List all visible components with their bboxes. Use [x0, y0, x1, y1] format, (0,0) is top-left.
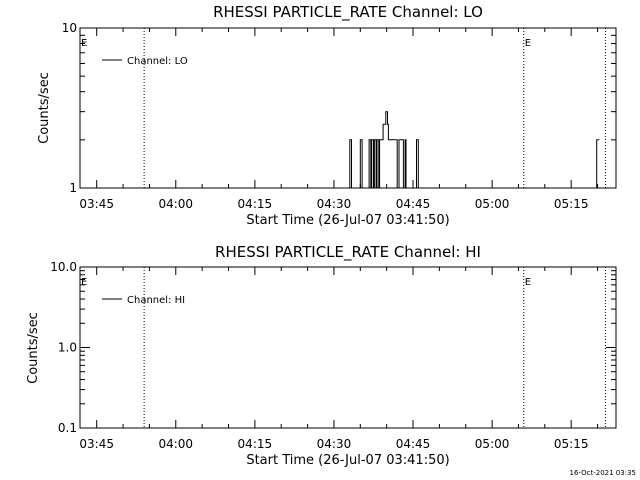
panel2-y-tick-label: 0.1: [58, 421, 77, 435]
panel1-x-tick-label: 04:15: [238, 197, 273, 211]
panel1-x-tick-label: 05:00: [475, 197, 510, 211]
panel1-eclipse-marker: E: [525, 38, 531, 49]
panel2-x-tick-label: 04:30: [317, 437, 352, 451]
panel2-y-tick-label: 1.0: [58, 341, 77, 355]
panel2-x-tick-label: 04:15: [238, 437, 273, 451]
panel2-x-tick-label: 05:00: [475, 437, 510, 451]
panel2-x-tick-label: 05:15: [554, 437, 589, 451]
panel1-x-tick-label: 04:30: [317, 197, 352, 211]
panel1-series-line: [348, 111, 600, 189]
panel2-axes-frame: [79, 266, 617, 429]
panel1-legend-label: Channel: LO: [127, 56, 188, 67]
panel1-x-axis-label: Start Time (26-Jul-07 03:41:50): [246, 213, 449, 228]
panel2-eclipse-marker: E: [81, 277, 87, 288]
render-timestamp: 16-Oct-2021 03:35: [570, 469, 636, 477]
panel2-x-axis-label: Start Time (26-Jul-07 03:41:50): [246, 453, 449, 468]
panel2-x-tick-label: 03:45: [79, 437, 114, 451]
panel2-eclipse-marker: E: [525, 277, 531, 288]
panel2-x-tick-label: 04:45: [396, 437, 431, 451]
panel2-title: RHESSI PARTICLE_RATE Channel: HI: [215, 243, 481, 262]
panel1-y-axis-label: Counts/sec: [37, 72, 52, 144]
panel1-x-tick-label: 04:00: [158, 197, 193, 211]
panel1-x-tick-label: 03:45: [79, 197, 114, 211]
panel1-axes-frame: [79, 27, 617, 189]
panel2-y-axis-label: Counts/sec: [26, 312, 41, 384]
panel2-y-tick-label: 10.0: [50, 260, 77, 274]
panel1-x-tick-label: 05:15: [554, 197, 589, 211]
panel1-y-tick-label: 1: [69, 181, 77, 195]
panel1-eclipse-marker: E: [81, 38, 87, 49]
panel1-x-tick-label: 04:45: [396, 197, 431, 211]
panel1-title: RHESSI PARTICLE_RATE Channel: LO: [213, 3, 483, 22]
panel2-legend-label: Channel: HI: [127, 295, 185, 306]
panel2-x-tick-label: 04:00: [158, 437, 193, 451]
panel1-y-tick-label: 10: [62, 21, 77, 35]
